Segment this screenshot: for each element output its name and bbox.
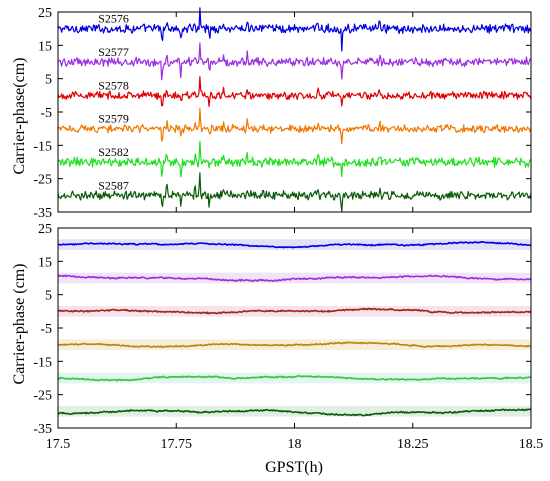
top-y-axis-label: Carrier-phase(cm) (11, 58, 28, 175)
y-tick-label: 15 (38, 39, 52, 54)
y-tick-label: -35 (33, 206, 52, 221)
y-tick-label: -25 (33, 389, 52, 404)
y-tick-label: 25 (38, 222, 52, 237)
y-tick-label: -25 (33, 173, 52, 188)
series-line-bottom-2 (57, 307, 532, 315)
series-label-s2578: S2578 (98, 78, 129, 92)
bottom-y-axis-label: Carrier-phase (cm) (11, 264, 28, 385)
series-line-s2587 (57, 172, 532, 212)
plot-frame (57, 227, 532, 429)
series-line-s2582 (57, 140, 532, 178)
series-line-bottom-1 (57, 274, 532, 282)
series-label-s2587: S2587 (98, 178, 129, 192)
y-tick-label: -15 (33, 355, 52, 370)
y-tick-label: 5 (45, 73, 52, 88)
y-tick-label: 25 (38, 6, 52, 21)
y-tick-label: 5 (45, 289, 52, 304)
series-line-s2579 (57, 107, 532, 145)
series-line-bottom-3 (57, 341, 532, 349)
series-line-s2578 (57, 76, 532, 107)
y-tick-label: -15 (33, 139, 52, 154)
series-label-s2576: S2576 (98, 12, 129, 26)
series-band (58, 239, 531, 250)
series-band (58, 372, 531, 384)
series-line-s2576 (57, 7, 532, 52)
y-tick-label: -5 (40, 106, 52, 121)
series-line-bottom-4 (57, 375, 532, 382)
series-line-bottom-0 (57, 241, 532, 249)
top-panel: S2576 S2577 S2578 S2579 S2582 S2587 25 15 5 -5 -15… (33, 6, 532, 221)
y-tick-label: -35 (33, 422, 52, 437)
series-label-s2582: S2582 (98, 145, 129, 159)
series-label-s2577: S2577 (98, 45, 129, 59)
x-axis-label: GPST(h) (265, 459, 323, 476)
x-tick-label: 18.25 (397, 437, 429, 452)
plot-frame (57, 11, 532, 213)
x-tick-label: 18 (288, 437, 302, 452)
series-label-s2579: S2579 (98, 112, 129, 126)
y-tick-label: 15 (38, 255, 52, 270)
x-tick-label: 18.5 (519, 437, 544, 452)
series-line-s2577 (57, 42, 532, 81)
series-line-bottom-5 (58, 408, 532, 417)
y-tick-label: -5 (40, 322, 52, 337)
x-tick-label: 17.75 (161, 437, 193, 452)
x-tick-label: 17.5 (46, 437, 71, 452)
